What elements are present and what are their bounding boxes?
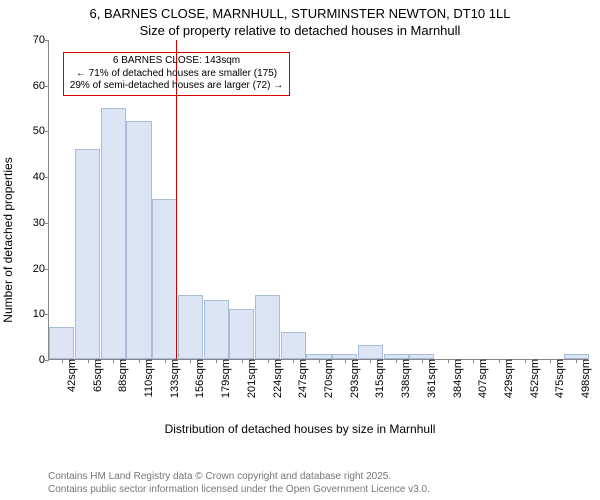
x-tick-label: 224sqm xyxy=(268,359,284,398)
y-tick-mark xyxy=(45,40,49,41)
x-tick-label: 384sqm xyxy=(448,359,464,398)
histogram-bar xyxy=(281,332,306,359)
x-tick-mark xyxy=(576,359,577,363)
annotation-line1: 6 BARNES CLOSE: 143sqm xyxy=(70,55,283,68)
x-tick-label: 429sqm xyxy=(499,359,515,398)
histogram-bar xyxy=(255,295,280,359)
x-tick-label: 475sqm xyxy=(550,359,566,398)
x-tick-mark xyxy=(448,359,449,363)
x-tick-label: 270sqm xyxy=(319,359,335,398)
x-tick-label: 65sqm xyxy=(88,359,104,392)
y-tick-mark xyxy=(45,269,49,270)
x-tick-label: 42sqm xyxy=(62,359,78,392)
histogram-bar xyxy=(178,295,203,359)
plot-area: 01020304050607042sqm65sqm88sqm110sqm133s… xyxy=(48,40,588,360)
title-line1: 6, BARNES CLOSE, MARNHULL, STURMINSTER N… xyxy=(0,6,600,23)
footer-line2: Contains public sector information licen… xyxy=(48,484,430,497)
x-axis-label: Distribution of detached houses by size … xyxy=(165,422,436,436)
footer-line1: Contains HM Land Registry data © Crown c… xyxy=(48,471,430,484)
chart-container: Number of detached properties 0102030405… xyxy=(0,40,600,440)
x-tick-label: 407sqm xyxy=(473,359,489,398)
y-tick-mark xyxy=(45,360,49,361)
x-tick-mark xyxy=(422,359,423,363)
x-tick-label: 315sqm xyxy=(370,359,386,398)
histogram-bar xyxy=(358,345,383,359)
x-tick-mark xyxy=(113,359,114,363)
y-tick-mark xyxy=(45,86,49,87)
y-tick-mark xyxy=(45,314,49,315)
x-tick-mark xyxy=(242,359,243,363)
x-tick-label: 498sqm xyxy=(576,359,592,398)
title-line2: Size of property relative to detached ho… xyxy=(0,23,600,40)
x-tick-label: 293sqm xyxy=(345,359,361,398)
x-tick-mark xyxy=(62,359,63,363)
y-tick-mark xyxy=(45,131,49,132)
x-tick-mark xyxy=(88,359,89,363)
x-tick-mark xyxy=(345,359,346,363)
y-axis-label: Number of detached properties xyxy=(1,157,15,322)
chart-title: 6, BARNES CLOSE, MARNHULL, STURMINSTER N… xyxy=(0,0,600,40)
histogram-bar xyxy=(126,121,151,359)
x-tick-mark xyxy=(190,359,191,363)
x-tick-mark xyxy=(293,359,294,363)
histogram-bar xyxy=(75,149,100,359)
x-tick-mark xyxy=(499,359,500,363)
histogram-bar xyxy=(229,309,254,359)
x-tick-label: 247sqm xyxy=(293,359,309,398)
histogram-bar xyxy=(204,300,229,359)
annotation-line2: ← 71% of detached houses are smaller (17… xyxy=(70,68,283,81)
x-tick-label: 156sqm xyxy=(190,359,206,398)
x-tick-mark xyxy=(473,359,474,363)
histogram-bar xyxy=(152,199,177,359)
x-tick-mark xyxy=(396,359,397,363)
x-tick-label: 110sqm xyxy=(139,359,155,397)
x-tick-mark xyxy=(370,359,371,363)
x-tick-label: 452sqm xyxy=(525,359,541,398)
x-tick-label: 88sqm xyxy=(113,359,129,392)
x-tick-label: 361sqm xyxy=(422,359,438,398)
annotation-line3: 29% of semi-detached houses are larger (… xyxy=(70,80,283,93)
annotation-box: 6 BARNES CLOSE: 143sqm← 71% of detached … xyxy=(63,52,290,96)
x-tick-mark xyxy=(525,359,526,363)
x-tick-label: 338sqm xyxy=(396,359,412,398)
footer-attribution: Contains HM Land Registry data © Crown c… xyxy=(48,471,430,496)
y-tick-mark xyxy=(45,177,49,178)
x-tick-mark xyxy=(139,359,140,363)
histogram-bar xyxy=(101,108,126,359)
y-tick-mark xyxy=(45,223,49,224)
x-tick-mark xyxy=(165,359,166,363)
x-tick-mark xyxy=(216,359,217,363)
x-tick-mark xyxy=(319,359,320,363)
x-tick-mark xyxy=(550,359,551,363)
x-tick-label: 201sqm xyxy=(242,359,258,398)
x-tick-label: 133sqm xyxy=(165,359,181,398)
x-tick-label: 179sqm xyxy=(216,359,232,398)
histogram-bar xyxy=(49,327,74,359)
x-tick-mark xyxy=(268,359,269,363)
